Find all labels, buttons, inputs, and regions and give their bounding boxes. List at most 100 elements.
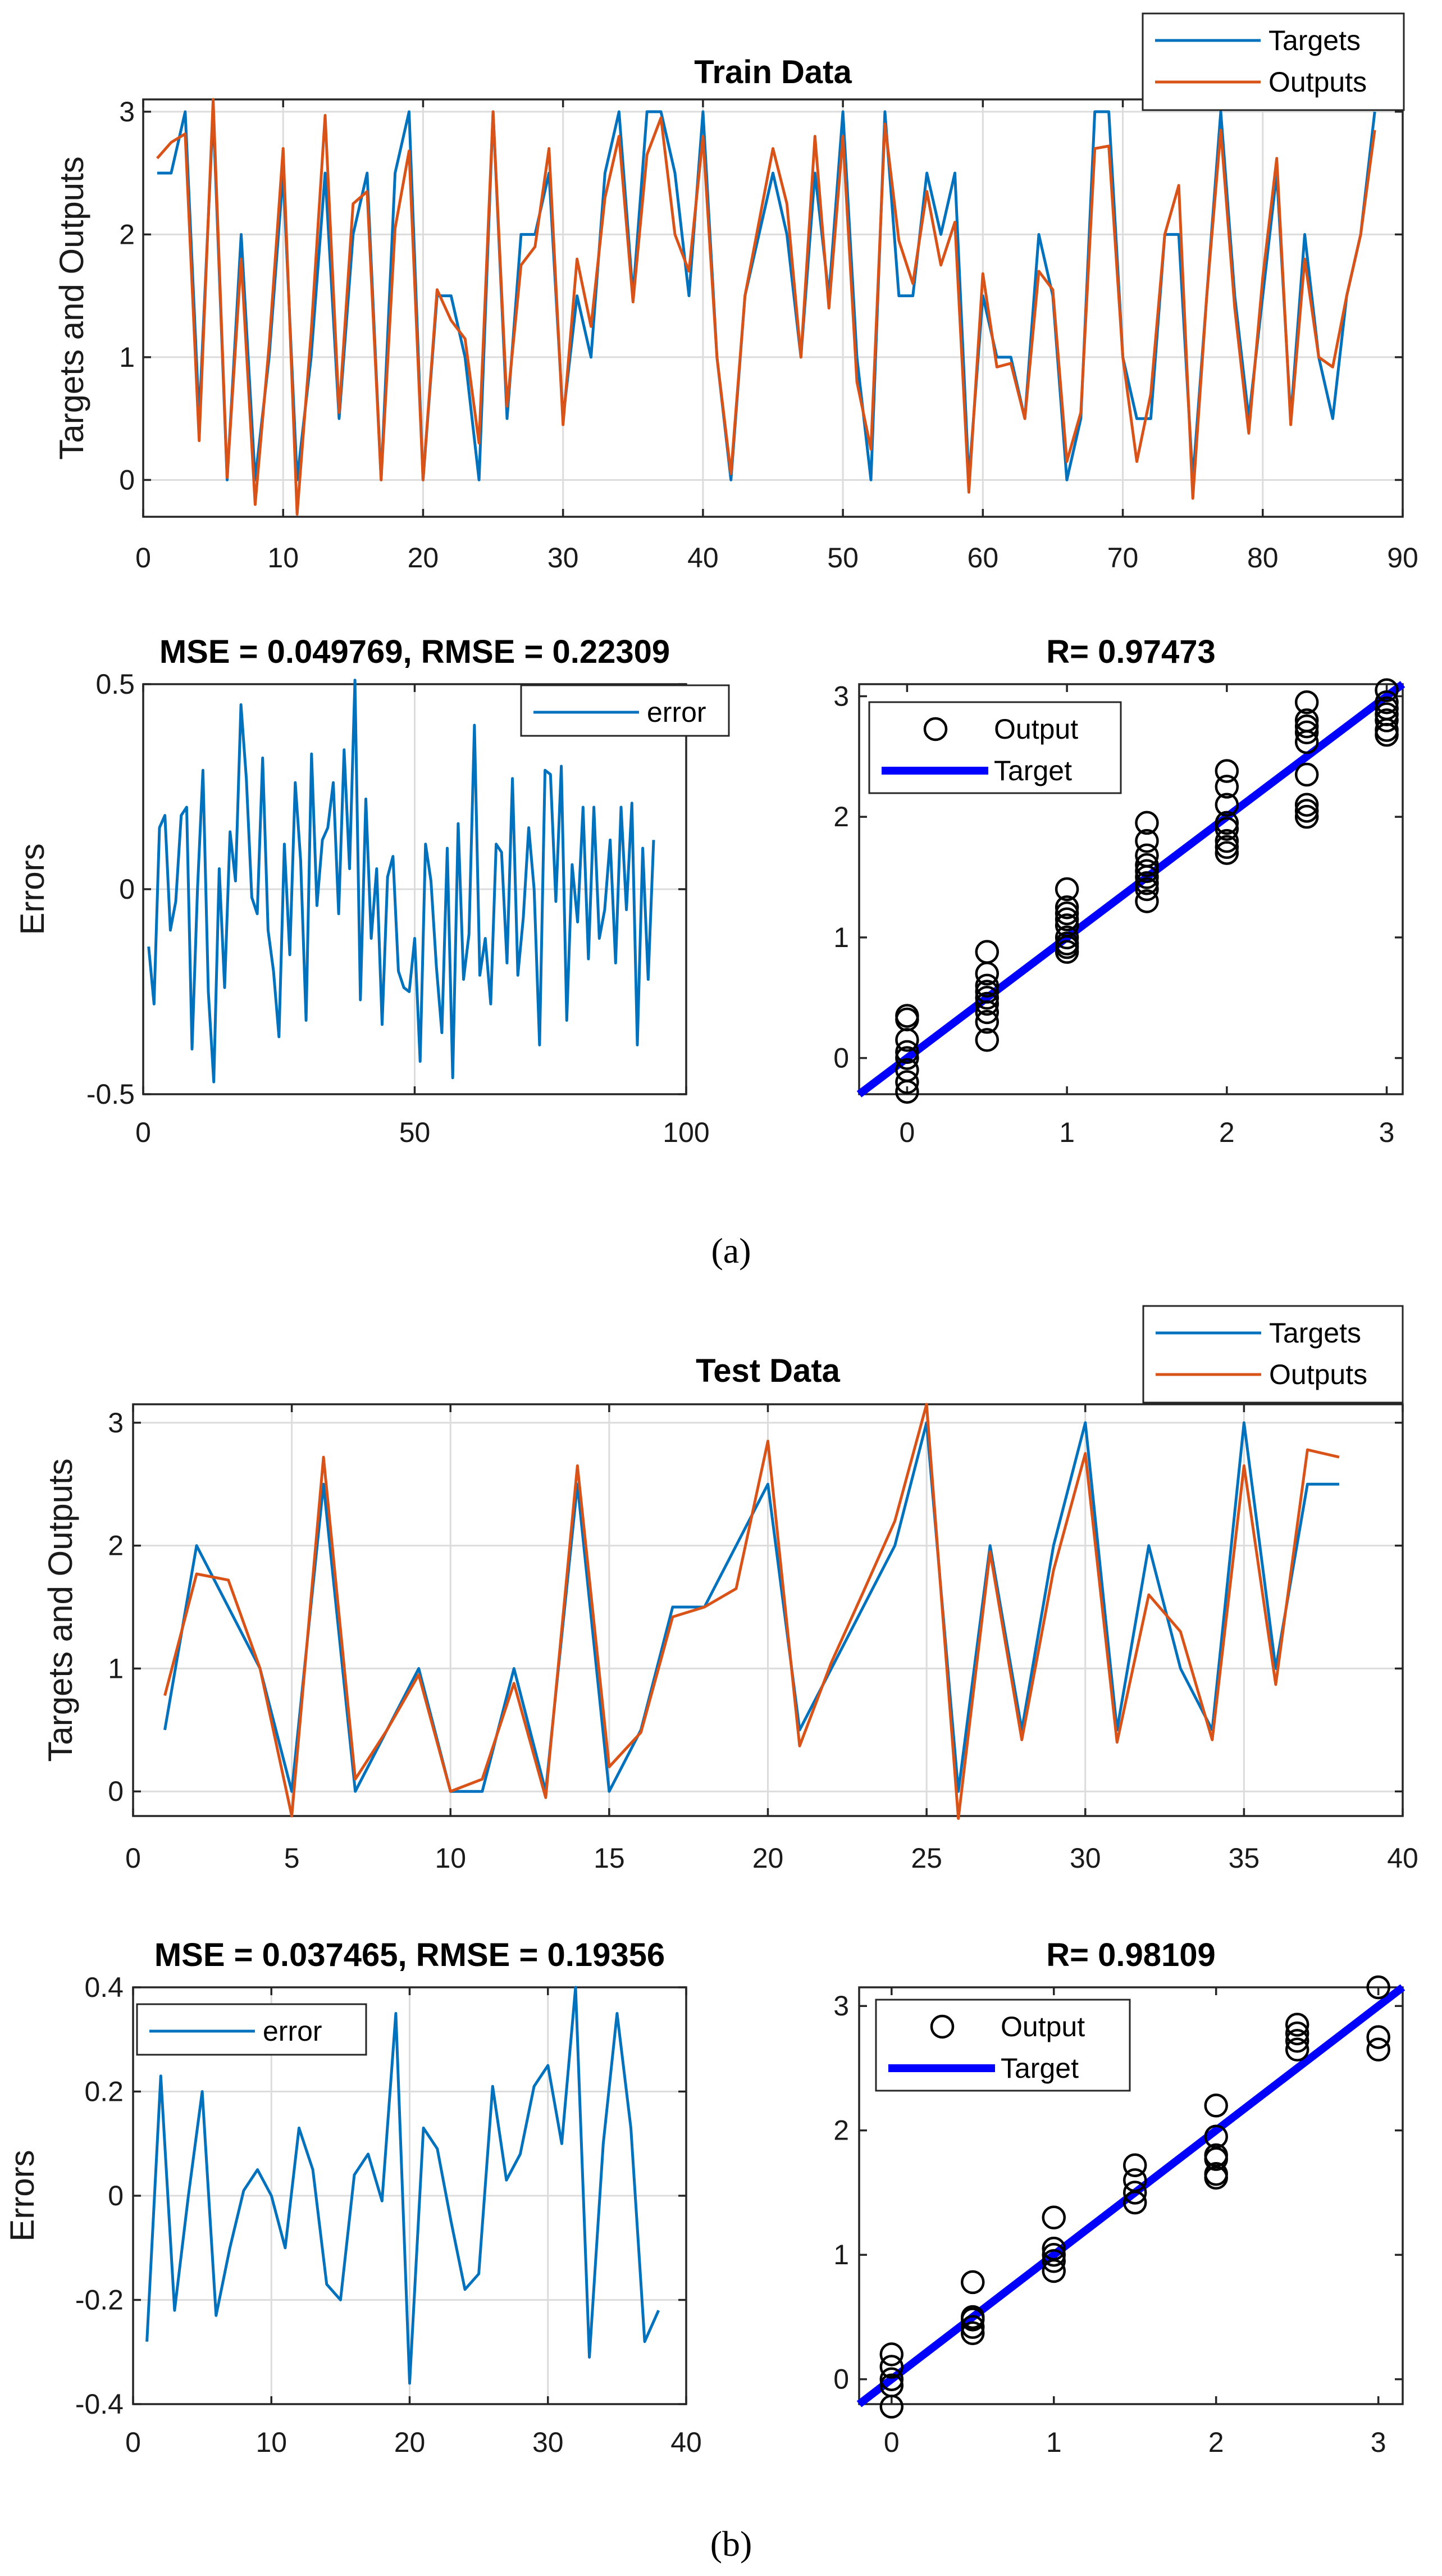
x-tick-label: 40 — [670, 2427, 702, 2458]
scatter-point — [1135, 877, 1159, 902]
series-line-error — [147, 679, 655, 1084]
y-tick-label: 0 — [108, 1776, 124, 1807]
y-axis-label: Errors — [3, 2150, 41, 2241]
scatter-point — [1215, 817, 1239, 841]
x-tick-label: 60 — [968, 542, 999, 574]
y-tick-label: 0 — [119, 464, 135, 495]
x-tick-label: 35 — [1229, 1842, 1260, 1874]
scatter-point — [1375, 702, 1399, 726]
scatter-point — [1042, 2205, 1066, 2230]
legend-label: Target — [1001, 2052, 1079, 2084]
x-tick-label: 2 — [1219, 1117, 1235, 1148]
scatter-point — [1135, 859, 1159, 884]
scatter-point — [1366, 2025, 1390, 2049]
scatter-point — [1294, 714, 1319, 739]
chart-title: MSE = 0.037465, RMSE = 0.19356 — [154, 1937, 665, 1973]
scatter-point — [1135, 811, 1159, 835]
scatter-point — [1366, 2037, 1390, 2061]
scatter-point — [879, 2355, 904, 2379]
scatter-point — [1042, 2242, 1066, 2267]
chart-title: Train Data — [694, 54, 852, 90]
scatter-point — [1135, 829, 1159, 853]
caption-a: (a) — [711, 1231, 751, 1271]
scatter-point — [1294, 804, 1319, 829]
test-data-chart: 0 5 10 15 20 25 30 35 40 0 1 2 3 Test Data Targets and… — [42, 1305, 1418, 1874]
x-tick-label: 3 — [1379, 1117, 1395, 1148]
fit-line — [856, 1984, 1406, 2407]
scatter-point — [975, 991, 1000, 1016]
x-tick-label: 40 — [1387, 1842, 1418, 1874]
x-tick-label: 90 — [1387, 542, 1418, 574]
x-tick-label: 10 — [267, 542, 299, 574]
legend-box — [1142, 1305, 1404, 1404]
x-tick-label: 10 — [255, 2427, 287, 2458]
scatter-point — [961, 2315, 985, 2339]
x-tick-label: 25 — [911, 1842, 942, 1874]
x-tick-label: 5 — [284, 1842, 300, 1874]
scatter-point — [1285, 2037, 1309, 2061]
scatter-point — [961, 2305, 985, 2329]
y-tick-label: 2 — [833, 2115, 849, 2146]
y-tick-label: 2 — [108, 1530, 124, 1562]
scatter-point — [1135, 853, 1159, 877]
scatter-point — [895, 1046, 919, 1070]
scatter-point — [1122, 2168, 1147, 2192]
y-axis-label: Targets and Outputs — [53, 156, 90, 459]
y-tick-label: 1 — [108, 1653, 124, 1684]
scatter-point — [879, 2367, 904, 2391]
series-line-outputs — [156, 98, 1376, 516]
scatter-point — [1294, 708, 1319, 732]
scatter-point — [1204, 2143, 1228, 2168]
scatter-point — [1042, 2236, 1066, 2261]
series-line-error — [145, 1986, 660, 2385]
scatter-point — [1215, 793, 1239, 817]
legend-box — [136, 2003, 367, 2056]
x-tick-label: 15 — [594, 1842, 625, 1874]
x-tick-label: 100 — [663, 1117, 709, 1148]
scatter-point — [1285, 2028, 1309, 2053]
scatter-point — [1215, 835, 1239, 859]
x-tick-label: 0 — [900, 1117, 915, 1148]
chart-title: MSE = 0.049769, RMSE = 0.22309 — [159, 634, 670, 670]
scatter-point — [1055, 901, 1079, 926]
legend-label: Target — [994, 755, 1072, 786]
y-tick-label: 1 — [833, 922, 849, 953]
chart-title: Test Data — [696, 1353, 841, 1389]
y-tick-label: 3 — [119, 96, 135, 128]
scatter-point — [1366, 1975, 1390, 2000]
x-tick-label: 1 — [1046, 2427, 1062, 2458]
test-regression-chart: 0 1 2 3 0 1 2 3 R= 0.98109 Output Target — [833, 1937, 1406, 2458]
legend-label: Output — [1001, 2011, 1085, 2042]
axes-box — [858, 1986, 1404, 2405]
x-tick-label: 50 — [827, 542, 859, 574]
x-tick-label: 30 — [532, 2427, 564, 2458]
scatter-point — [1135, 889, 1159, 913]
y-tick-label: 3 — [833, 1990, 849, 2022]
scatter-point — [895, 1058, 919, 1082]
y-tick-label: 0 — [119, 873, 135, 905]
x-tick-label: 20 — [394, 2427, 426, 2458]
y-tick-label: 1 — [119, 342, 135, 373]
y-tick-label: -0.4 — [75, 2388, 124, 2420]
scatter-point — [1294, 799, 1319, 823]
train-data-chart: 0 10 20 30 40 50 60 70 80 90 0 1 2 3 Train Data Targets… — [53, 12, 1418, 574]
scatter-point — [1294, 762, 1319, 787]
scatter-point — [1135, 871, 1159, 895]
test-error-chart: 0 10 20 30 40 -0.4 -0.2 0 0.2 0.4 MSE = 0.037465, … — [3, 1937, 702, 2458]
x-tick-label: 20 — [752, 1842, 784, 1874]
y-axis-label: Targets and Outputs — [42, 1458, 79, 1762]
scatter-point — [1215, 759, 1239, 783]
y-tick-label: 2 — [119, 219, 135, 250]
scatter-point — [895, 1004, 919, 1028]
y-tick-label: 0.4 — [84, 1972, 124, 2003]
series-line-targets — [157, 110, 1376, 481]
legend-label: Output — [994, 713, 1078, 745]
x-tick-label: 3 — [1371, 2427, 1386, 2458]
y-tick-label: 0 — [833, 2364, 849, 2395]
scatter-point — [1055, 877, 1079, 902]
x-tick-label: 1 — [1059, 1117, 1075, 1148]
x-tick-label: 0 — [135, 542, 151, 574]
scatter-point — [1215, 811, 1239, 835]
scatter-point — [1294, 720, 1319, 745]
